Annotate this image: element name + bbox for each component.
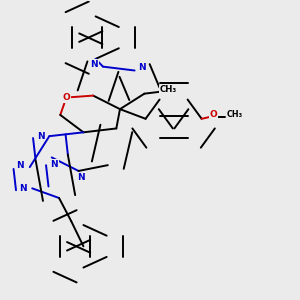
Text: N: N [50, 160, 58, 169]
Text: O: O [210, 110, 218, 119]
Text: O: O [62, 93, 70, 102]
Text: N: N [138, 63, 146, 72]
Text: N: N [19, 184, 26, 193]
Text: N: N [91, 60, 98, 69]
Text: N: N [16, 161, 24, 170]
Text: CH₃: CH₃ [226, 110, 243, 119]
Text: N: N [77, 173, 85, 182]
Text: CH₃: CH₃ [160, 85, 177, 94]
Text: N: N [37, 132, 45, 141]
